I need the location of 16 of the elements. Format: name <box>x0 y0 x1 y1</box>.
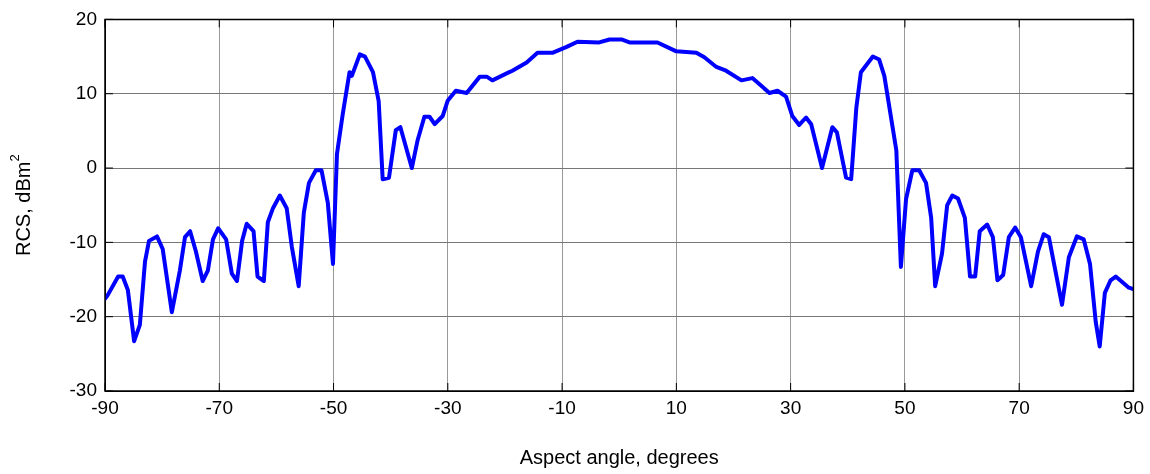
y-tick-label: -20 <box>69 304 97 326</box>
x-tick-label: 70 <box>1008 396 1030 418</box>
x-tick-label: -70 <box>205 396 233 418</box>
x-tick-label: -30 <box>434 396 462 418</box>
x-tick-label: 10 <box>665 396 687 418</box>
x-axis-title: Aspect angle, degrees <box>519 445 719 468</box>
y-tick-label: 10 <box>75 81 97 103</box>
x-tick-label: 50 <box>894 396 916 418</box>
y-tick-label: 20 <box>75 7 97 29</box>
x-tick-label: -50 <box>319 396 348 418</box>
y-tick-label: -10 <box>69 230 97 252</box>
x-tick-label: -10 <box>548 396 576 418</box>
y-tick-label: 0 <box>86 156 97 178</box>
y-axis-title: RCS, dBm2 <box>6 154 34 257</box>
x-tick-label: 90 <box>1122 396 1144 418</box>
x-tick-label: 30 <box>780 396 802 418</box>
